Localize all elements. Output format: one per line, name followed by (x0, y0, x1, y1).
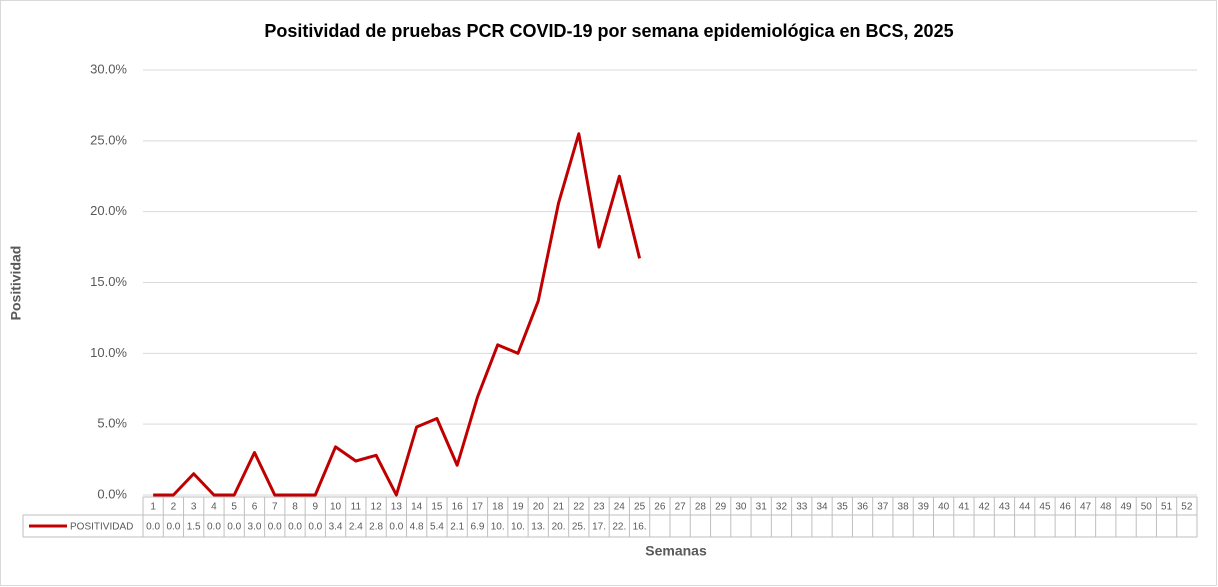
y-tick-label: 0.0% (97, 486, 127, 501)
x-tick-label: 30 (735, 502, 747, 513)
x-tick-label: 28 (695, 502, 707, 513)
x-tick-label: 13 (391, 502, 403, 513)
data-table-value: 5.4 (430, 522, 444, 533)
x-tick-label: 33 (796, 502, 808, 513)
x-tick-label: 21 (553, 502, 565, 513)
x-tick-label: 29 (715, 502, 727, 513)
x-axis-title: Semanas (645, 543, 707, 559)
chart-title: Positividad de pruebas PCR COVID-19 por … (264, 21, 953, 41)
x-tick-label: 49 (1120, 502, 1132, 513)
x-tick-label: 45 (1039, 502, 1051, 513)
y-axis-title: Positividad (8, 246, 24, 321)
x-tick-label: 14 (411, 502, 423, 513)
data-table-value: 0.0 (227, 522, 241, 533)
data-table-value: 0.0 (146, 522, 160, 533)
x-tick-label: 6 (252, 502, 258, 513)
data-table-value: 13. (531, 522, 545, 533)
x-tick-label: 39 (918, 502, 930, 513)
x-tick-label: 11 (351, 502, 362, 513)
x-tick-label: 7 (272, 502, 278, 513)
x-tick-label: 5 (231, 502, 237, 513)
x-tick-label: 15 (431, 502, 443, 513)
x-tick-label: 2 (171, 502, 177, 513)
x-tick-label: 4 (211, 502, 217, 513)
x-tick-label: 41 (958, 502, 970, 513)
data-table-value: 10. (491, 522, 505, 533)
data-table-value: 16. (633, 522, 647, 533)
y-tick-label: 30.0% (90, 61, 127, 76)
x-tick-label: 12 (371, 502, 383, 513)
data-table-value: 4.8 (410, 522, 424, 533)
x-tick-label: 27 (675, 502, 687, 513)
x-tick-label: 1 (150, 502, 156, 513)
data-table-value: 2.1 (450, 522, 464, 533)
x-tick-label: 51 (1161, 502, 1173, 513)
y-tick-label: 5.0% (97, 416, 127, 431)
data-table-value: 20. (552, 522, 566, 533)
x-tick-label: 25 (634, 502, 646, 513)
data-table-value: 10. (511, 522, 525, 533)
series-line (153, 132, 642, 497)
x-tick-label: 32 (776, 502, 788, 513)
legend-label: POSITIVIDAD (70, 522, 133, 533)
data-table-value: 3.0 (248, 522, 262, 533)
data-table-value: 6.9 (470, 522, 484, 533)
x-tick-label: 44 (1019, 502, 1031, 513)
y-tick-label: 10.0% (90, 345, 127, 360)
data-table-value: 3.4 (329, 522, 343, 533)
x-tick-label: 42 (979, 502, 991, 513)
x-tick-label: 20 (533, 502, 545, 513)
x-tick-label: 18 (492, 502, 504, 513)
y-tick-label: 25.0% (90, 132, 127, 147)
data-table-value: 0.0 (288, 522, 302, 533)
x-tick-label: 8 (292, 502, 298, 513)
y-tick-label: 20.0% (90, 203, 127, 218)
x-tick-label: 38 (898, 502, 910, 513)
x-tick-label: 43 (999, 502, 1011, 513)
x-tick-label: 17 (472, 502, 484, 513)
x-tick-label: 47 (1080, 502, 1092, 513)
x-tick-label: 31 (756, 502, 768, 513)
x-tick-label: 24 (614, 502, 626, 513)
data-table-value: 22. (612, 522, 626, 533)
data-table-value: 0.0 (308, 522, 322, 533)
x-tick-label: 48 (1100, 502, 1112, 513)
data-table-value: 0.0 (166, 522, 180, 533)
x-tick-label: 34 (816, 502, 828, 513)
data-table-value: 25. (572, 522, 586, 533)
data-table-value: 0.0 (389, 522, 403, 533)
x-tick-label: 26 (654, 502, 666, 513)
x-tick-label: 16 (452, 502, 464, 513)
x-tick-label: 37 (877, 502, 889, 513)
x-tick-label: 9 (313, 502, 319, 513)
data-table-value: 0.0 (268, 522, 282, 533)
x-tick-label: 52 (1181, 502, 1193, 513)
x-tick-label: 19 (512, 502, 524, 513)
x-tick-label: 50 (1141, 502, 1153, 513)
data-table-value: 1.5 (187, 522, 201, 533)
x-tick-label: 35 (837, 502, 849, 513)
x-tick-label: 36 (857, 502, 869, 513)
data-table-value: 0.0 (207, 522, 221, 533)
x-tick-label: 23 (593, 502, 605, 513)
data-table-value: 17. (592, 522, 606, 533)
y-tick-label: 15.0% (90, 274, 127, 289)
x-tick-label: 46 (1060, 502, 1072, 513)
x-tick-label: 40 (938, 502, 950, 513)
x-tick-label: 3 (191, 502, 197, 513)
x-tick-label: 10 (330, 502, 342, 513)
data-table-value: 2.4 (349, 522, 363, 533)
x-tick-label: 22 (573, 502, 585, 513)
data-table-value: 2.8 (369, 522, 383, 533)
